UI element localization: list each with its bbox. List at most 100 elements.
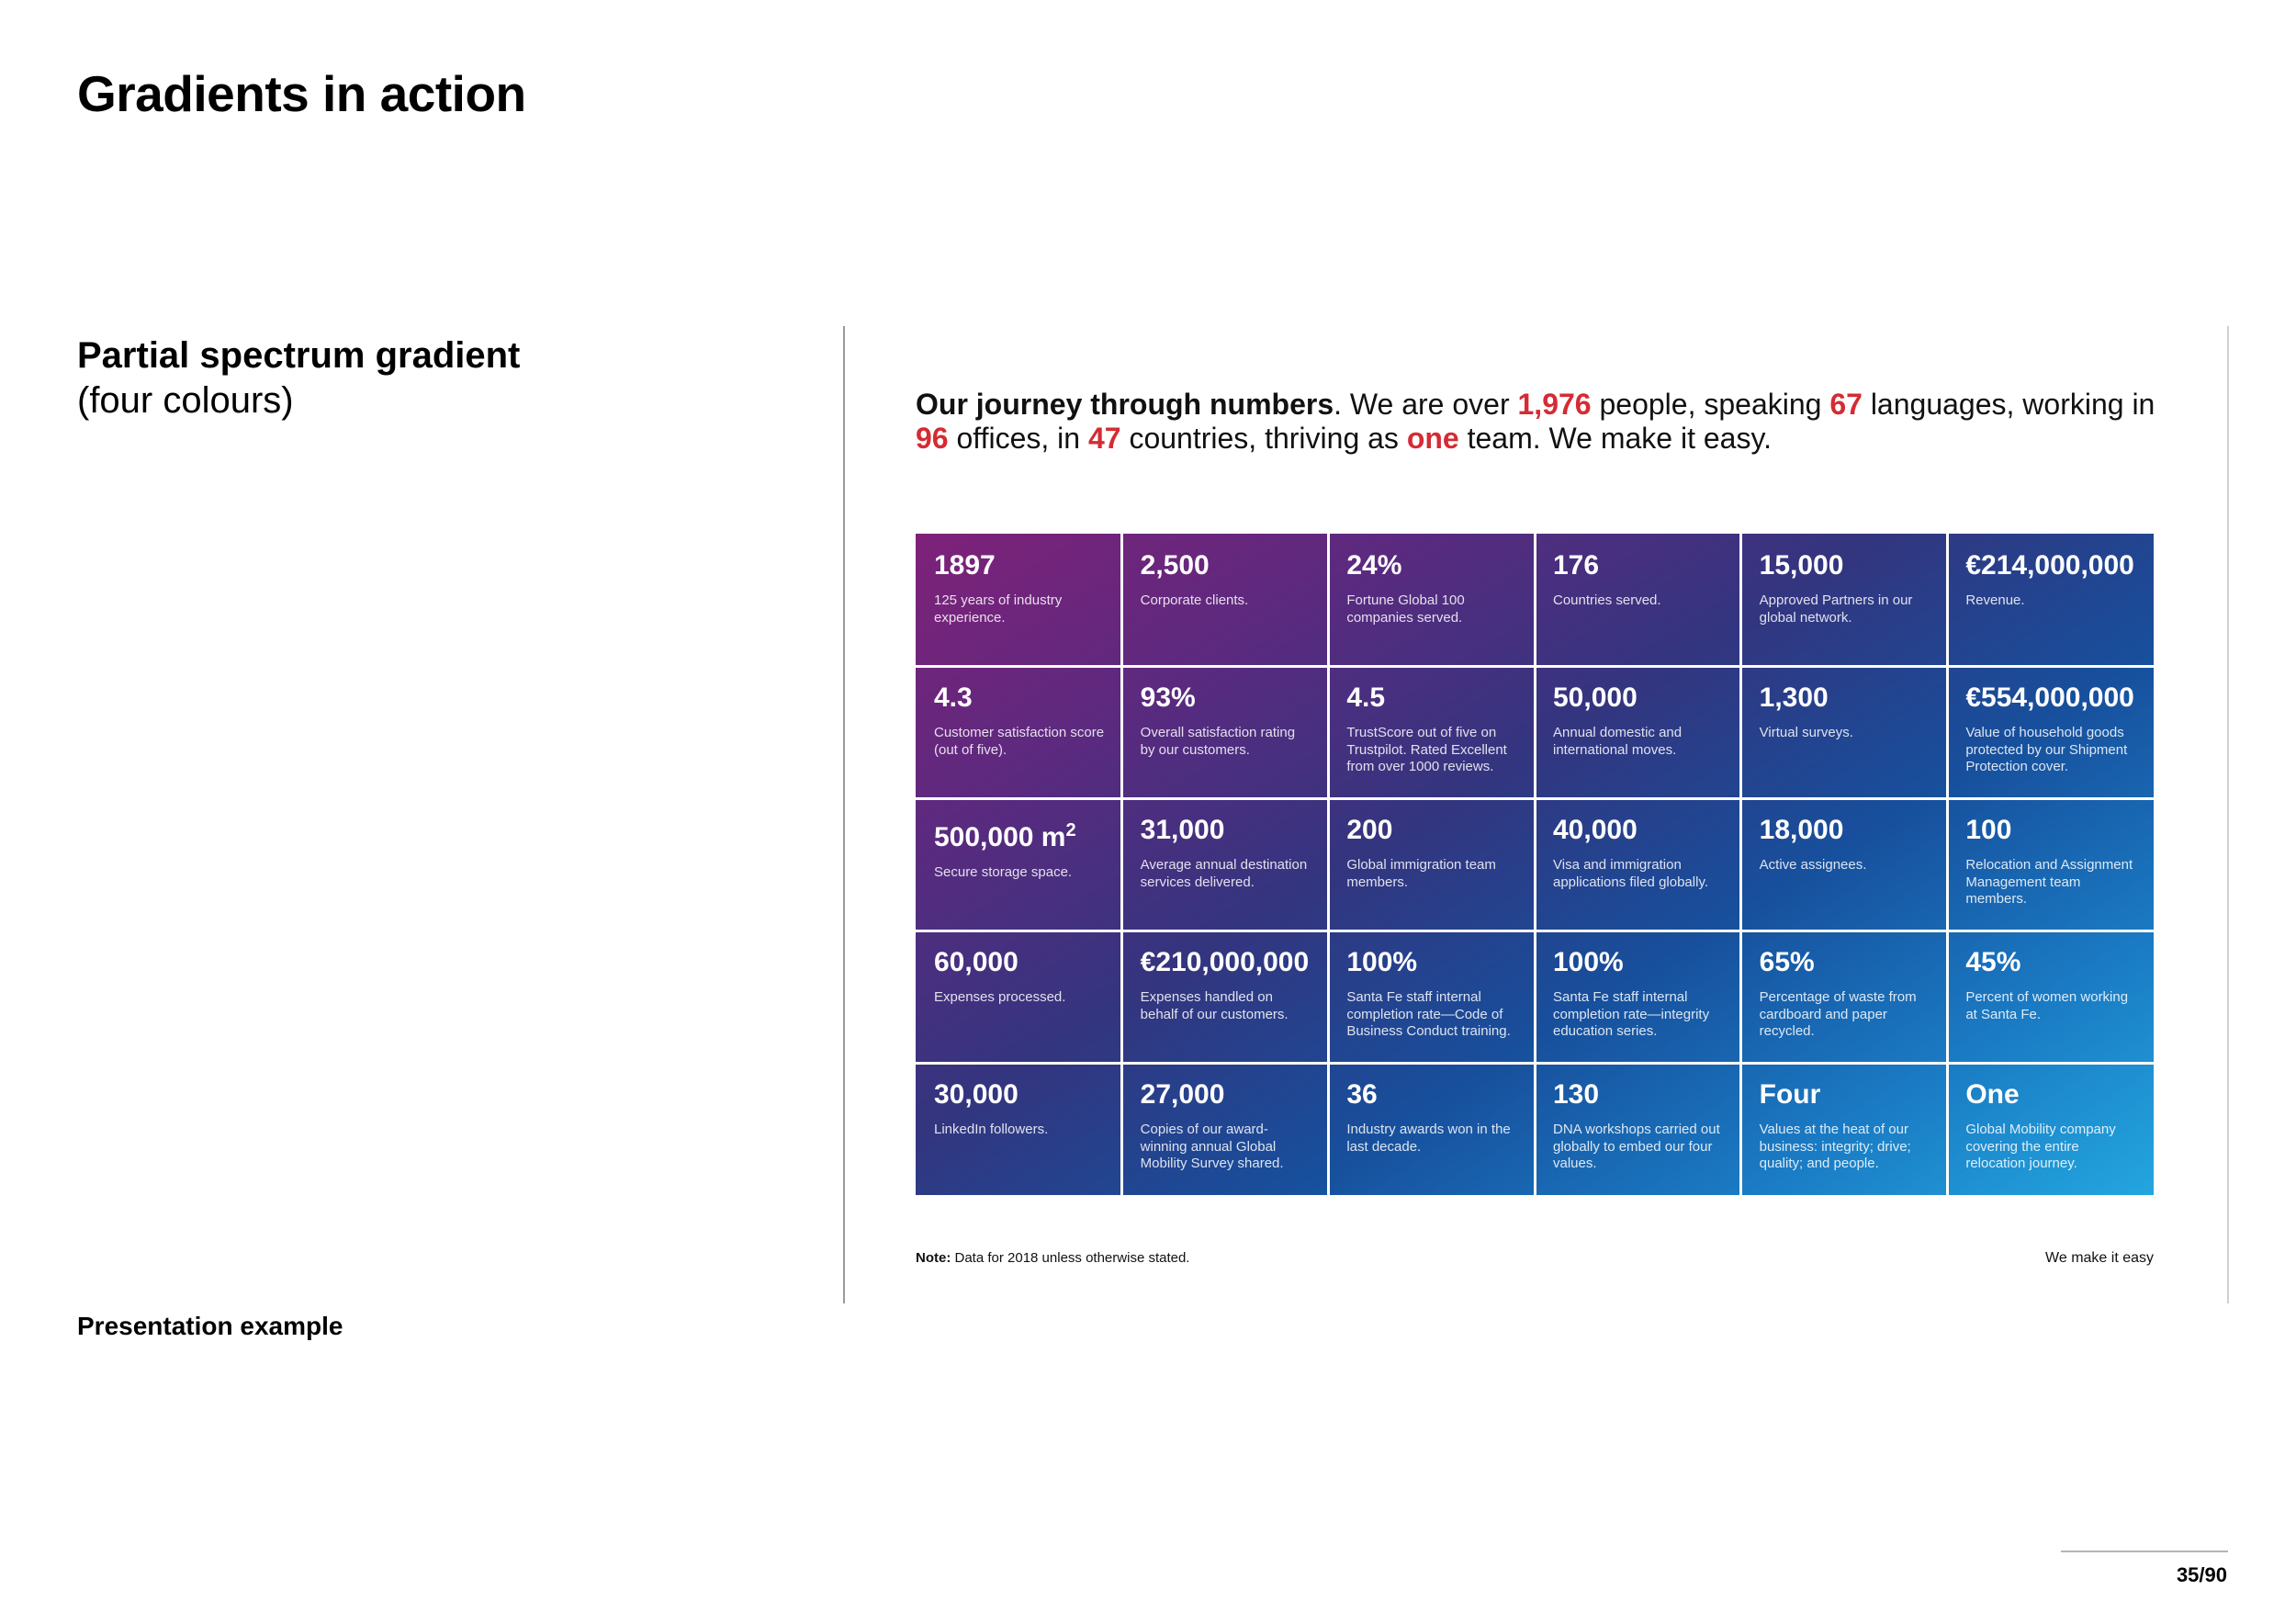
stat-value: 40,000 xyxy=(1553,815,1725,846)
stat-value: €214,000,000 xyxy=(1965,550,2137,581)
stat-description: Industry awards won in the last decade. xyxy=(1346,1122,1511,1155)
stat-tile: 130 DNA workshops carried out globally to… xyxy=(1535,1063,1741,1195)
stat-description: Average annual destination services deli… xyxy=(1140,857,1308,890)
stat-value: 4.3 xyxy=(934,682,1106,714)
stat-value-text: 93% xyxy=(1140,682,1196,713)
stat-value: 200 xyxy=(1346,815,1518,846)
stat-value-text: 31,000 xyxy=(1140,815,1225,845)
stat-tile: 15,000 Approved Partners in our global ne… xyxy=(1741,534,1948,666)
stat-value: 4.5 xyxy=(1346,682,1518,714)
stat-description: DNA workshops carried out globally to em… xyxy=(1553,1122,1720,1171)
stat-value: 130 xyxy=(1553,1079,1725,1111)
grid-divider xyxy=(1326,534,1330,1195)
stat-description: Customer satisfaction score (out of five… xyxy=(934,725,1105,758)
stat-description: Fortune Global 100 companies served. xyxy=(1346,592,1465,626)
grid-divider xyxy=(1533,534,1536,1195)
stat-tile: 2,500 Corporate clients. xyxy=(1122,534,1329,666)
stat-description: Approved Partners in our global network. xyxy=(1759,592,1913,626)
stat-value: 15,000 xyxy=(1760,550,1931,581)
stat-value-text: 100% xyxy=(1553,947,1624,977)
headline-text: people, speaking xyxy=(1591,388,1830,421)
stat-value-text: 4.5 xyxy=(1346,682,1386,713)
headline-offices-count: 96 xyxy=(916,422,949,455)
stat-value-text: 500,000 m xyxy=(934,822,1066,852)
stat-value-text: 40,000 xyxy=(1553,815,1638,845)
stat-value: 2,500 xyxy=(1141,550,1312,581)
headline-people-count: 1,976 xyxy=(1517,388,1592,421)
stat-tile: 60,000 Expenses processed. xyxy=(916,930,1122,1063)
left-divider xyxy=(843,326,845,1303)
stat-tile: €214,000,000 Revenue. xyxy=(1947,534,2154,666)
footer-rule xyxy=(2061,1551,2228,1552)
stat-value: 65% xyxy=(1760,947,1931,978)
stat-tile: 100 Relocation and Assignment Management … xyxy=(1947,798,2154,930)
stat-tile: One Global Mobility company covering the … xyxy=(1947,1063,2154,1195)
stat-value: 500,000 m2 xyxy=(934,815,1106,853)
stat-value-text: 4.3 xyxy=(934,682,973,713)
stat-value-text: 15,000 xyxy=(1759,550,1844,581)
section-subtitle: (four colours) xyxy=(77,380,294,421)
headline-team-word: one xyxy=(1406,422,1459,455)
stat-description: Percent of women working at Santa Fe. xyxy=(1965,989,2129,1022)
stat-value: Four xyxy=(1760,1079,1931,1111)
stat-description: Santa Fe staff internal completion rate—… xyxy=(1553,989,1710,1039)
stat-description: Global immigration team members. xyxy=(1346,857,1496,890)
stat-description: Santa Fe staff internal completion rate—… xyxy=(1346,989,1511,1039)
stat-value-text: 45% xyxy=(1965,947,2021,977)
stat-value-text: 30,000 xyxy=(934,1079,1019,1110)
stat-description: 125 years of industry experience. xyxy=(934,592,1063,626)
stat-description: TrustScore out of five on Trustpilot. Ra… xyxy=(1346,725,1507,774)
grid-divider xyxy=(1945,534,1949,1195)
grid-divider xyxy=(916,796,2154,800)
stat-description: Annual domestic and international moves. xyxy=(1553,725,1683,758)
stat-description: Countries served. xyxy=(1553,592,1661,608)
stat-value: 93% xyxy=(1141,682,1312,714)
stat-tile: 93% Overall satisfaction rating by our cu… xyxy=(1122,666,1329,798)
stat-tile: Four Values at the heat of our business: … xyxy=(1741,1063,1948,1195)
page-title: Gradients in action xyxy=(77,65,526,122)
stat-value-text: 50,000 xyxy=(1553,682,1638,713)
stat-tile: 40,000 Visa and immigration applications … xyxy=(1535,798,1741,930)
stat-tile: €554,000,000 Value of household goods pro… xyxy=(1947,666,2154,798)
stat-value: 100% xyxy=(1553,947,1725,978)
footnote-text: Data for 2018 unless otherwise stated. xyxy=(951,1250,1190,1266)
stat-tile: 30,000 LinkedIn followers. xyxy=(916,1063,1122,1195)
stat-value-text: 65% xyxy=(1759,947,1815,977)
stat-tile: 24% Fortune Global 100 companies served. xyxy=(1328,534,1535,666)
stat-value-text: €554,000,000 xyxy=(1965,682,2134,713)
stat-description: Global Mobility company covering the ent… xyxy=(1965,1122,2116,1171)
stat-value-text: 60,000 xyxy=(934,947,1019,977)
stat-description: Value of household goods protected by ou… xyxy=(1965,725,2128,774)
stat-value: 18,000 xyxy=(1760,815,1931,846)
grid-divider xyxy=(916,1061,2154,1065)
stat-description: Percentage of waste from cardboard and p… xyxy=(1759,989,1917,1039)
stat-tile: 176 Countries served. xyxy=(1535,534,1741,666)
grid-divider xyxy=(916,929,2154,932)
stat-value: 1,300 xyxy=(1760,682,1931,714)
stat-value-text: 176 xyxy=(1553,550,1600,581)
stat-value: 60,000 xyxy=(934,947,1106,978)
stat-description: Corporate clients. xyxy=(1140,592,1249,608)
stat-value-text: 130 xyxy=(1553,1079,1600,1110)
stat-tile: 100% Santa Fe staff internal completion r… xyxy=(1328,930,1535,1063)
headline-lead: Our journey through numbers xyxy=(916,388,1334,421)
stat-value: 24% xyxy=(1346,550,1518,581)
headline-text: offices, in xyxy=(948,422,1088,455)
stat-value-text: 100 xyxy=(1965,815,2012,845)
stat-description: Relocation and Assignment Management tea… xyxy=(1965,857,2133,907)
right-divider xyxy=(2227,326,2229,1303)
stat-tile: 31,000 Average annual destination service… xyxy=(1122,798,1329,930)
slide-tagline: We make it easy xyxy=(2045,1250,2154,1266)
stat-description: Expenses handled on behalf of our custom… xyxy=(1140,989,1289,1022)
stat-description: Expenses processed. xyxy=(934,989,1066,1005)
stat-value-text: One xyxy=(1965,1079,2020,1110)
stat-description: Revenue. xyxy=(1965,592,2025,608)
headline-text: countries, thriving as xyxy=(1120,422,1407,455)
headline-text: . We are over xyxy=(1334,388,1518,421)
stat-description: Values at the heat of our business: inte… xyxy=(1759,1122,1911,1171)
stat-description: Overall satisfaction rating by our custo… xyxy=(1140,725,1296,758)
headline-text: languages, working in xyxy=(1862,388,2155,421)
stat-description: Secure storage space. xyxy=(934,864,1073,880)
stat-tile: 50,000 Annual domestic and international … xyxy=(1535,666,1741,798)
stat-tile: 1,300 Virtual surveys. xyxy=(1741,666,1948,798)
